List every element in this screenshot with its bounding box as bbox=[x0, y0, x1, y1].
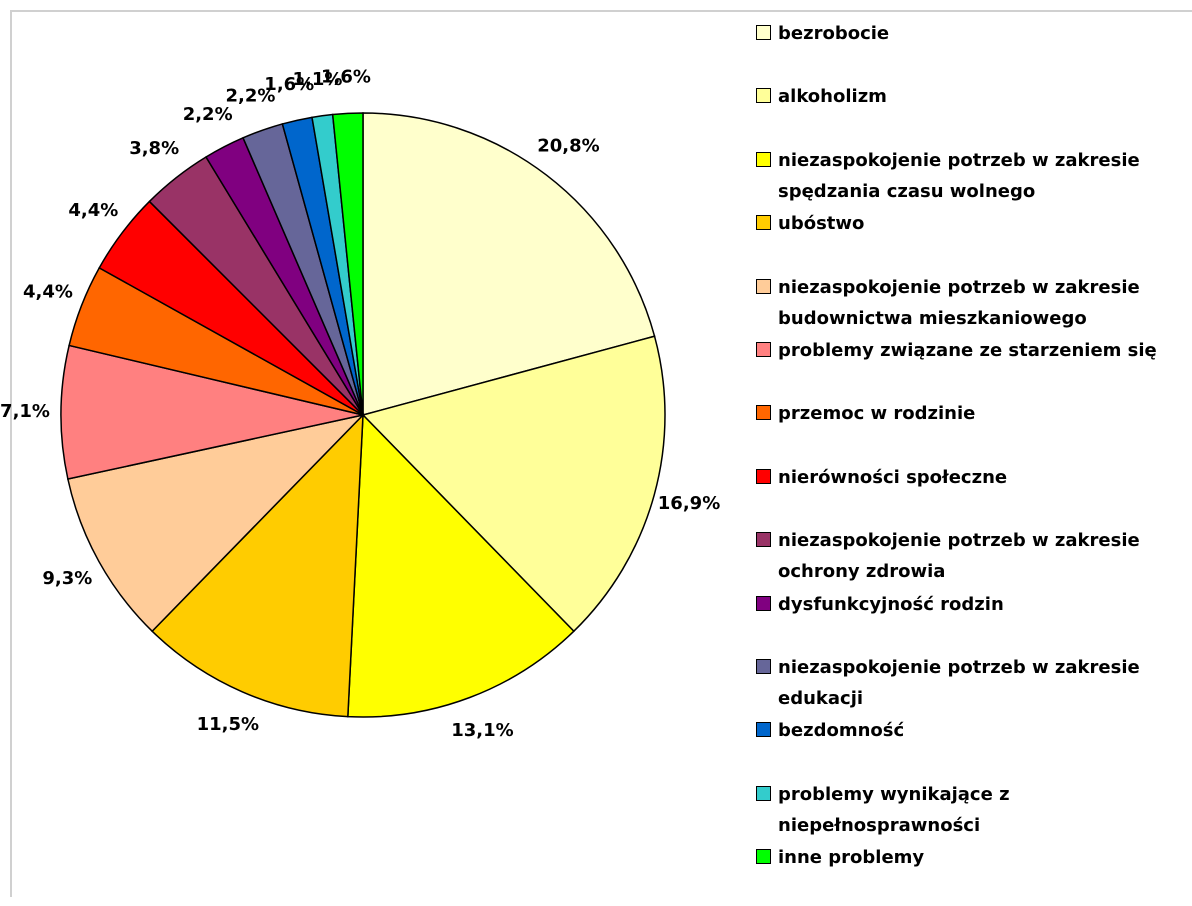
data-label: 2,2% bbox=[226, 85, 276, 106]
legend-entry: problemy związane ze starzeniem się bbox=[752, 335, 1192, 398]
pie-slice bbox=[347, 413, 575, 718]
data-label: 4,4% bbox=[23, 282, 73, 303]
legend-entry: nierówności społeczne bbox=[752, 462, 1192, 525]
data-label: 1,6% bbox=[321, 66, 371, 87]
legend-swatch bbox=[756, 25, 771, 40]
legend-swatch bbox=[756, 342, 771, 357]
legend: bezrobocie alkoholizm niezaspokojenie potr… bbox=[752, 18, 1192, 906]
data-label: 7,1% bbox=[0, 401, 50, 422]
data-label: 2,2% bbox=[183, 104, 233, 125]
data-label: 1,6% bbox=[264, 74, 314, 95]
data-label: 3,8% bbox=[129, 138, 179, 159]
data-label: 4,4% bbox=[68, 200, 118, 221]
legend-label: alkoholizm bbox=[778, 86, 887, 108]
legend-entry: niezaspokojenie potrzeb w zakresie eduka… bbox=[752, 652, 1192, 715]
data-label: 1,1% bbox=[293, 69, 343, 90]
legend-entry: problemy wynikające z niepełnosprawności bbox=[752, 779, 1192, 842]
legend-entry: inne problemy bbox=[752, 842, 1192, 905]
legend-label: problemy związane ze starzeniem się bbox=[778, 340, 1157, 361]
pie-slice bbox=[66, 413, 366, 633]
legend-label: niezaspokojenie potrzeb w zakresie eduka… bbox=[778, 657, 1140, 709]
legend-swatch bbox=[756, 532, 771, 548]
legend-swatch bbox=[756, 151, 771, 167]
data-label: 13,1% bbox=[451, 720, 513, 741]
legend-entry: bezrobocie bbox=[752, 18, 1192, 81]
pie-slice bbox=[361, 335, 666, 633]
pie-slice bbox=[362, 112, 656, 416]
legend-entry: alkoholizm bbox=[752, 81, 1192, 144]
legend-entry: niezaspokojenie potrzeb w zakresie ochro… bbox=[752, 525, 1192, 588]
legend-swatch bbox=[756, 785, 771, 801]
data-label: 16,9% bbox=[658, 493, 720, 514]
legend-label: dysfunkcyjność rodzin bbox=[778, 593, 1004, 615]
legend-swatch bbox=[756, 215, 771, 231]
data-label: 9,3% bbox=[42, 568, 92, 589]
legend-swatch bbox=[756, 88, 771, 104]
data-label: 20,8% bbox=[537, 136, 599, 157]
pie-slice bbox=[60, 344, 364, 480]
chart-frame bbox=[10, 10, 1192, 897]
legend-entry: dysfunkcyjność rodzin bbox=[752, 589, 1192, 652]
legend-entry: niezaspokojenie potrzeb w zakresie spędz… bbox=[752, 145, 1192, 208]
legend-entry: przemoc w rodzinie bbox=[752, 398, 1192, 461]
legend-label: bezdomność bbox=[778, 720, 905, 742]
legend-label: bezrobocie bbox=[778, 23, 890, 44]
legend-swatch bbox=[756, 722, 771, 738]
legend-entry: niezaspokojenie potrzeb w zakresie budow… bbox=[752, 272, 1192, 335]
pie-chart: 20,8% 16,9% 13,1% 11,5% 9,3% 7,1% 4,4% 4,4% 3,8%… bbox=[0, 66, 720, 741]
pie-slice bbox=[151, 413, 364, 718]
legend-swatch bbox=[756, 405, 771, 421]
legend-label: przemoc w rodzinie bbox=[778, 403, 976, 425]
legend-label: ubóstwo bbox=[778, 213, 865, 235]
legend-entry: bezdomność bbox=[752, 715, 1192, 778]
legend-label: niezaspokojenie potrzeb w zakresie spędz… bbox=[778, 149, 1140, 202]
legend-swatch bbox=[756, 468, 771, 484]
data-label: 11,5% bbox=[197, 714, 259, 735]
legend-swatch bbox=[756, 595, 771, 611]
legend-swatch bbox=[756, 659, 771, 674]
legend-label: inne problemy bbox=[778, 847, 925, 869]
legend-label: niezaspokojenie potrzeb w zakresie ochro… bbox=[778, 530, 1140, 583]
legend-label: problemy wynikające z niepełnosprawności bbox=[778, 783, 1010, 836]
legend-label: nierówności społeczne bbox=[778, 466, 1008, 488]
legend-entry: ubóstwo bbox=[752, 208, 1192, 271]
legend-label: niezaspokojenie potrzeb w zakresie budow… bbox=[778, 276, 1140, 329]
pie-slice bbox=[331, 112, 364, 416]
legend-swatch bbox=[756, 849, 771, 865]
legend-swatch bbox=[756, 278, 771, 294]
